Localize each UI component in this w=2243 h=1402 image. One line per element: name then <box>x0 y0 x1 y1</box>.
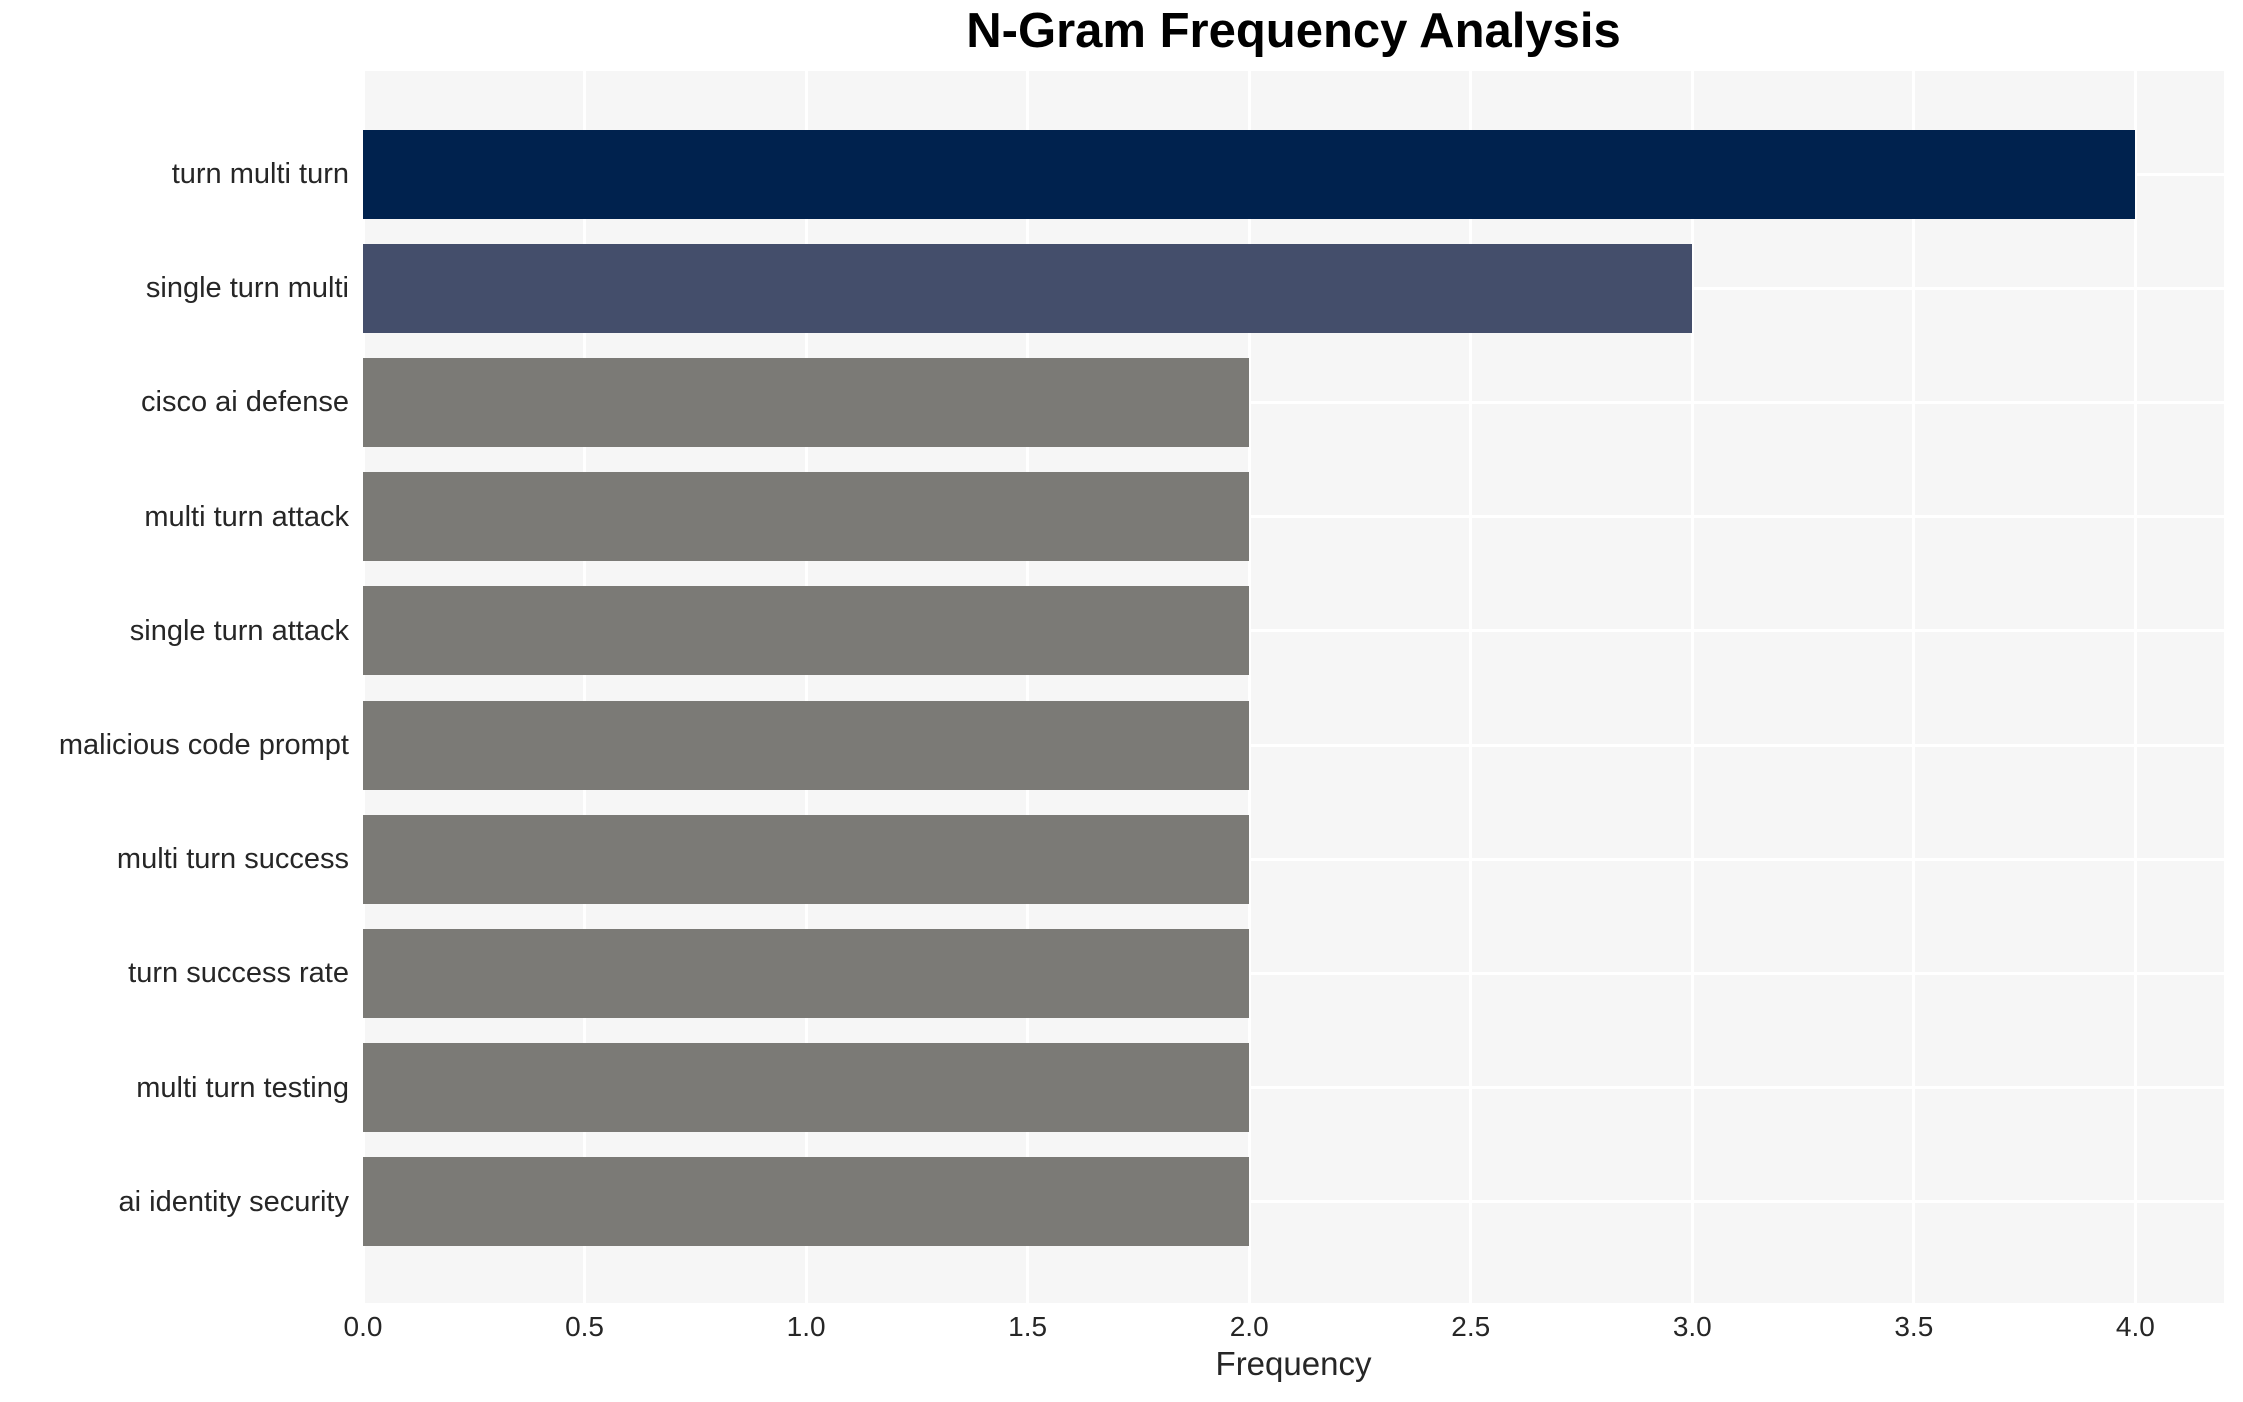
x-tick-label: 3.0 <box>1672 1311 1712 1342</box>
y-tick-label: single turn multi <box>145 272 349 305</box>
gridline-horizontal <box>363 629 2224 633</box>
y-tick-label: multi turn attack <box>144 500 349 533</box>
bar <box>363 700 1250 790</box>
gridline-vertical <box>2133 71 2137 1303</box>
gridline-vertical <box>1026 71 1030 1303</box>
bar <box>363 1157 1250 1247</box>
chart-title: N-Gram Frequency Analysis <box>966 4 1621 58</box>
x-tick-label: 1.0 <box>786 1311 826 1342</box>
bar <box>363 472 1250 562</box>
y-tick-label: malicious code prompt <box>58 729 349 761</box>
gridline-vertical <box>1912 71 1916 1303</box>
gridline-vertical <box>1247 71 1251 1303</box>
bar <box>363 586 1250 676</box>
y-tick-label: turn multi turn <box>171 158 349 190</box>
gridline-horizontal <box>363 743 2224 747</box>
y-tick-label: single turn attack <box>129 614 349 647</box>
bar <box>363 243 1693 333</box>
gridline-vertical <box>583 71 587 1303</box>
x-tick-label: 4.0 <box>2115 1311 2155 1342</box>
x-tick-label: 0.0 <box>343 1311 383 1342</box>
gridline-vertical <box>1690 71 1694 1303</box>
bar <box>363 929 1250 1018</box>
gridline-vertical <box>804 71 808 1303</box>
gridline-vertical <box>1469 71 1473 1303</box>
bar <box>363 814 1250 904</box>
bar <box>363 129 2136 219</box>
x-axis-label: Frequency <box>1215 1345 1372 1382</box>
gridline-horizontal <box>363 1086 2224 1090</box>
bar <box>363 358 1250 447</box>
gridline-horizontal <box>363 972 2224 975</box>
y-tick-label: cisco ai defense <box>141 386 349 419</box>
x-tick-label: 3.5 <box>1894 1311 1934 1342</box>
gridline-vertical <box>363 71 365 1303</box>
x-tick-label: 1.5 <box>1008 1311 1048 1342</box>
bar <box>363 1043 1250 1133</box>
gridline-horizontal <box>363 515 2224 519</box>
plot-area <box>363 71 2224 1303</box>
gridline-horizontal <box>363 1200 2224 1204</box>
gridline-horizontal <box>363 857 2224 861</box>
y-tick-label: multi turn testing <box>136 1071 349 1104</box>
x-tick-label: 0.5 <box>565 1311 605 1342</box>
y-tick-label: multi turn success <box>116 843 349 876</box>
y-tick-label: ai identity security <box>118 1185 350 1218</box>
x-tick-label: 2.0 <box>1229 1311 1269 1342</box>
x-tick-label: 2.5 <box>1451 1311 1491 1342</box>
y-tick-label: turn success rate <box>128 957 349 990</box>
gridline-horizontal <box>363 401 2224 404</box>
